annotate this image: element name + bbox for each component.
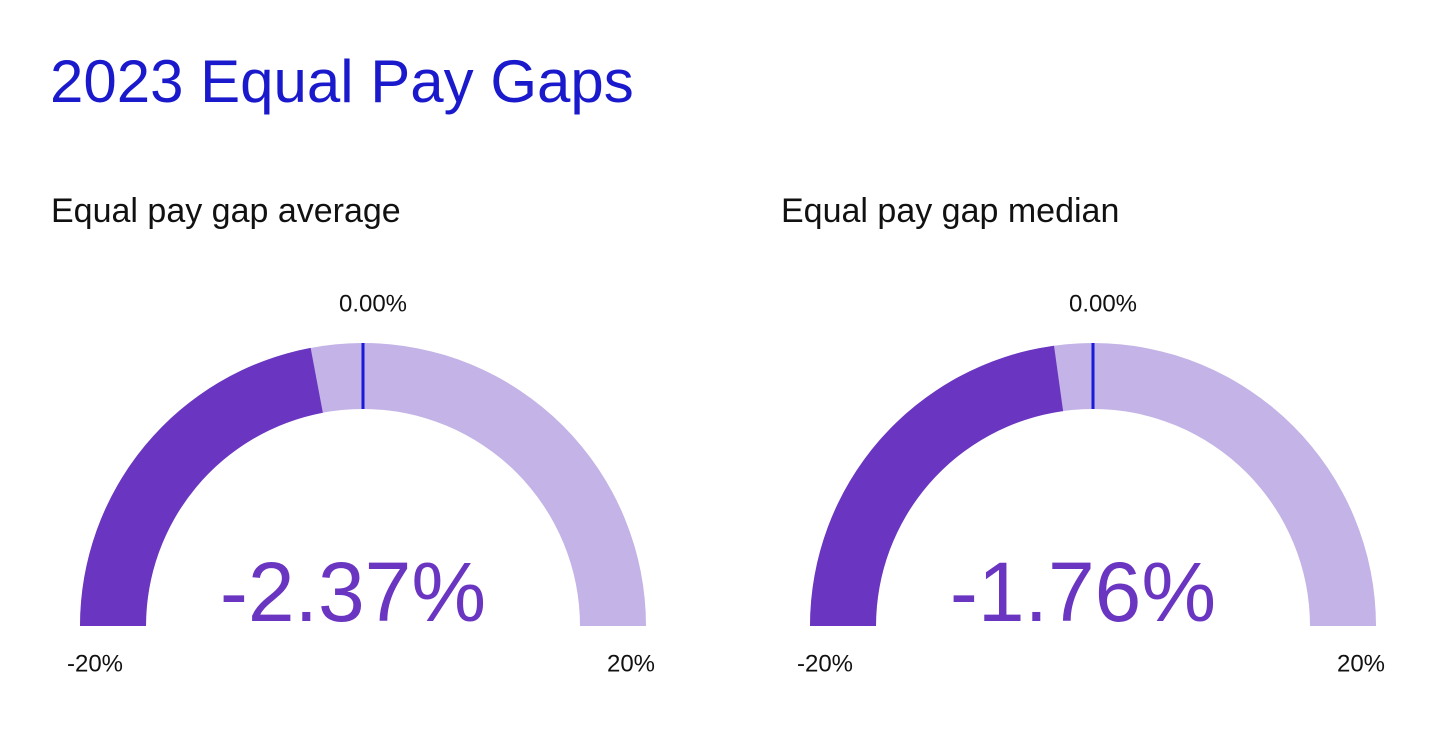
gauge-bar bbox=[810, 345, 1064, 626]
tick-label: -20% bbox=[797, 650, 853, 677]
tick-label: -20% bbox=[67, 650, 123, 677]
gauge-title: Equal pay gap median bbox=[781, 192, 1119, 230]
tick-label: 0.00% bbox=[1069, 290, 1137, 317]
tick-label: 20% bbox=[607, 650, 655, 677]
tick-label: 20% bbox=[1337, 650, 1385, 677]
gauge-value: -1.76% bbox=[950, 545, 1216, 639]
tick-label: 0.00% bbox=[339, 290, 407, 317]
gauge-bar bbox=[80, 347, 323, 626]
gauge-title: Equal pay gap average bbox=[51, 192, 401, 230]
page-title: 2023 Equal Pay Gaps bbox=[50, 48, 634, 115]
gauge-value: -2.37% bbox=[220, 545, 486, 639]
